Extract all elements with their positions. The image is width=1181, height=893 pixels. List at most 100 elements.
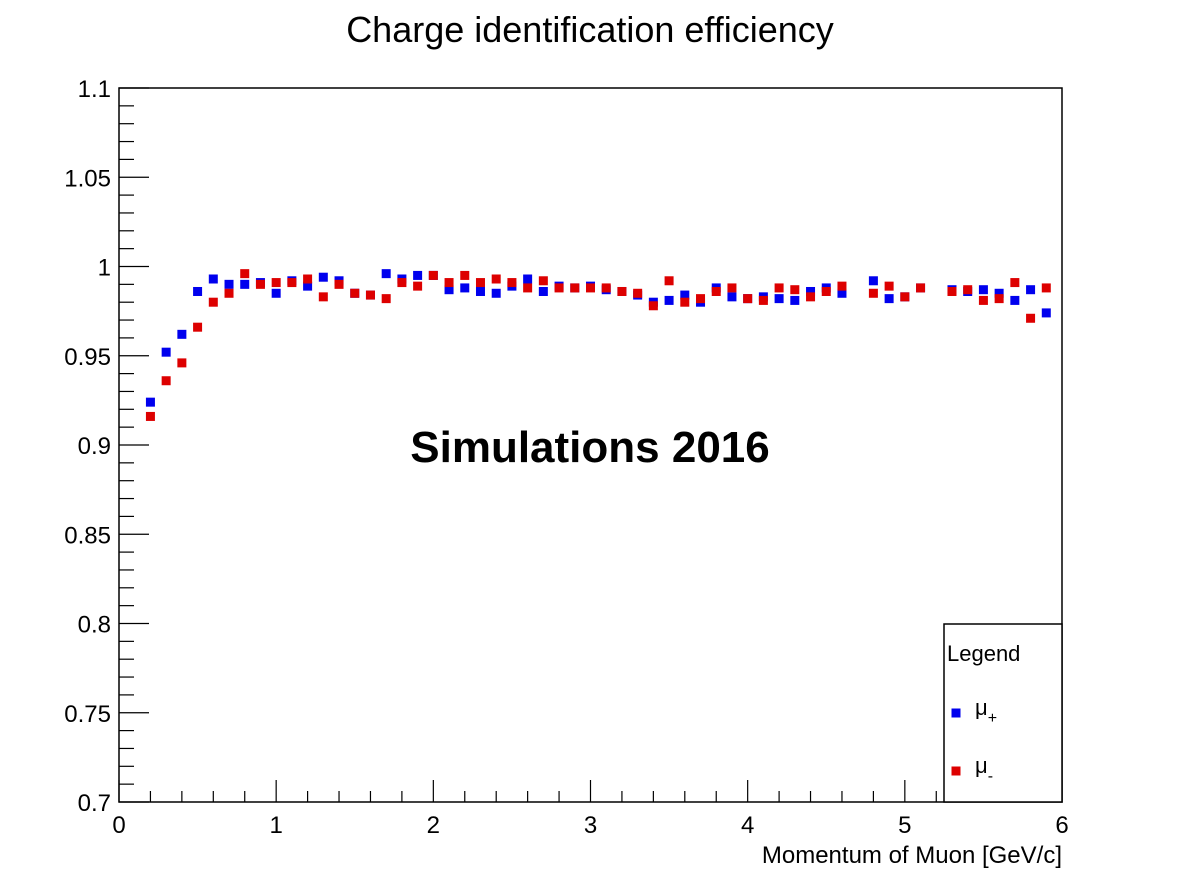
legend-label: μ- bbox=[975, 753, 993, 785]
mu-plus-point bbox=[161, 347, 171, 357]
mu-minus-point bbox=[868, 288, 878, 298]
mu-minus-point bbox=[523, 283, 533, 293]
mu-minus-point bbox=[397, 278, 407, 288]
mu-minus-point bbox=[240, 269, 250, 279]
mu-plus-point bbox=[978, 285, 988, 295]
mu-plus-point bbox=[475, 286, 485, 296]
legend-marker bbox=[951, 708, 961, 718]
y-axis: 0.7 0.75 0.8 0.85 0.9 0.95 1 1.05 1.1 bbox=[64, 76, 149, 817]
mu-plus-point bbox=[303, 281, 313, 291]
mu-minus-point bbox=[287, 278, 297, 288]
mu-minus-point bbox=[507, 278, 517, 288]
mu-minus-point bbox=[978, 295, 988, 305]
mu-minus-point bbox=[963, 285, 973, 295]
y-tick-label: 0.75 bbox=[64, 701, 111, 728]
mu-minus-point bbox=[444, 278, 454, 288]
mu-minus-point bbox=[727, 283, 737, 293]
mu-minus-point bbox=[900, 292, 910, 302]
x-tick-label: 1 bbox=[269, 812, 282, 839]
mu-plus-point bbox=[413, 270, 423, 280]
mu-minus-point bbox=[837, 281, 847, 291]
x-tick-label: 3 bbox=[584, 812, 597, 839]
x-tick-label: 5 bbox=[898, 812, 911, 839]
mu-minus-point bbox=[758, 295, 768, 305]
mu-minus-point bbox=[1041, 283, 1051, 293]
y-tick-label: 1.1 bbox=[78, 76, 111, 103]
legend-marker bbox=[951, 766, 961, 776]
x-tick-label: 2 bbox=[427, 812, 440, 839]
y-tick-label: 0.8 bbox=[78, 612, 111, 639]
mu-minus-point bbox=[538, 276, 548, 286]
mu-minus-point bbox=[161, 376, 171, 386]
mu-plus-point bbox=[460, 283, 470, 293]
x-tick-label: 4 bbox=[741, 812, 754, 839]
mu-plus-point bbox=[680, 290, 690, 300]
mu-minus-point bbox=[145, 411, 155, 421]
mu-minus-point bbox=[916, 283, 926, 293]
mu-minus-point bbox=[711, 286, 721, 296]
mu-minus-point bbox=[633, 288, 643, 298]
mu-minus-point bbox=[271, 278, 281, 288]
mu-minus-point bbox=[460, 270, 470, 280]
legend-box bbox=[943, 623, 1063, 803]
mu-plus-point bbox=[1026, 285, 1036, 295]
mu-plus-point bbox=[444, 285, 454, 295]
mu-minus-point bbox=[554, 283, 564, 293]
mu-plus-point bbox=[224, 279, 234, 289]
mu-plus-point bbox=[790, 295, 800, 305]
mu-plus-point bbox=[727, 292, 737, 302]
mu-minus-point bbox=[806, 292, 816, 302]
mu-minus-point bbox=[570, 283, 580, 293]
mu-minus-point bbox=[648, 301, 658, 311]
y-tick-label: 1 bbox=[98, 255, 111, 282]
mu-plus-point bbox=[193, 286, 203, 296]
mu-plus-point bbox=[271, 288, 281, 298]
mu-minus-point bbox=[1026, 313, 1036, 323]
mu-plus-point bbox=[145, 397, 155, 407]
y-tick-label: 0.9 bbox=[78, 433, 111, 460]
mu-minus-point bbox=[774, 283, 784, 293]
mu-minus-point bbox=[947, 286, 957, 296]
mu-minus-point bbox=[617, 286, 627, 296]
x-tick-label: 6 bbox=[1055, 812, 1068, 839]
chart-title: Charge identification efficiency bbox=[346, 9, 834, 50]
data-points bbox=[145, 269, 1051, 421]
mu-minus-point bbox=[586, 283, 595, 293]
mu-plus-point bbox=[318, 272, 328, 282]
y-tick-label: 1.05 bbox=[64, 165, 111, 192]
mu-plus-point bbox=[381, 269, 391, 279]
mu-minus-point bbox=[208, 297, 218, 307]
mu-minus-point bbox=[601, 283, 611, 293]
legend-title: Legend bbox=[947, 641, 1020, 666]
mu-plus-point bbox=[523, 274, 533, 284]
mu-plus-point bbox=[868, 276, 878, 286]
annotation-text: Simulations 2016 bbox=[410, 423, 769, 472]
mu-plus-point bbox=[1010, 295, 1020, 305]
mu-plus-point bbox=[208, 274, 218, 284]
mu-minus-point bbox=[381, 294, 391, 304]
mu-plus-point bbox=[491, 288, 501, 298]
mu-minus-point bbox=[224, 288, 234, 298]
x-axis: 0 1 2 3 4 5 6 bbox=[112, 780, 1069, 839]
mu-minus-point bbox=[193, 322, 203, 332]
y-tick-label: 0.85 bbox=[64, 522, 111, 549]
mu-minus-point bbox=[743, 294, 753, 304]
mu-plus-point bbox=[837, 288, 847, 298]
legend: Legend μ+ μ- bbox=[943, 623, 1063, 803]
legend-label: μ+ bbox=[975, 695, 997, 727]
mu-minus-point bbox=[1010, 278, 1020, 288]
mu-minus-point bbox=[334, 279, 344, 289]
x-tick-label: 0 bbox=[112, 812, 125, 839]
x-axis-label: Momentum of Muon [GeV/c] bbox=[762, 842, 1062, 869]
mu-minus-point bbox=[177, 358, 187, 368]
mu-minus-point bbox=[413, 281, 423, 291]
mu-plus-point bbox=[806, 286, 816, 296]
mu-minus-point bbox=[821, 286, 831, 296]
mu-plus-point bbox=[538, 286, 548, 296]
mu-plus-point bbox=[664, 295, 674, 305]
mu-plus-point bbox=[1041, 308, 1051, 318]
mu-minus-point bbox=[428, 270, 438, 280]
mu-minus-point bbox=[365, 290, 375, 300]
mu-minus-point bbox=[884, 281, 894, 291]
mu-minus-point bbox=[680, 297, 690, 307]
